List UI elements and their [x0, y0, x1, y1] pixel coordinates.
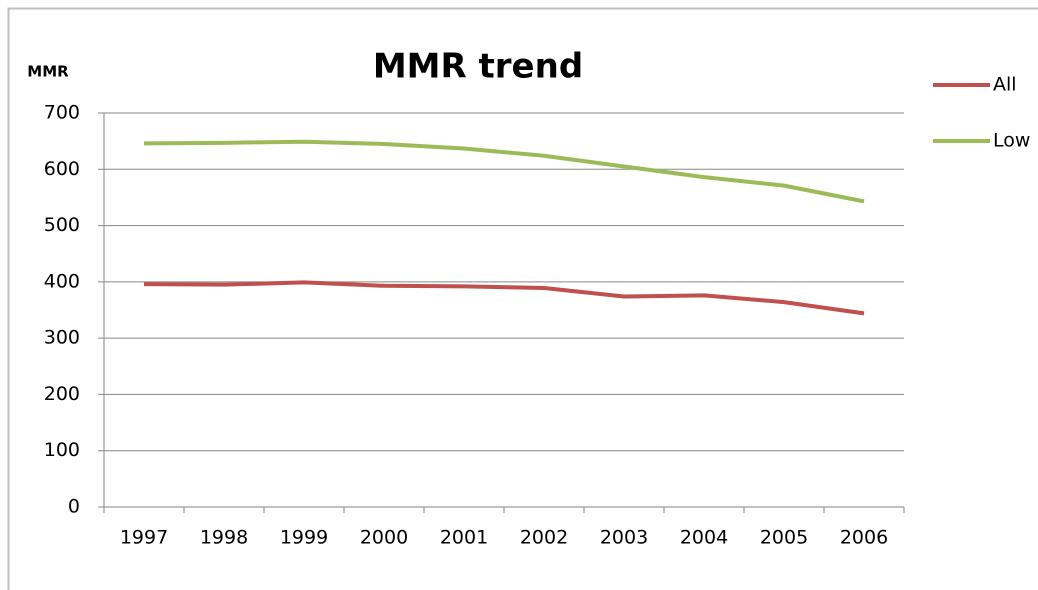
- y-axis-label: MMR: [27, 63, 69, 81]
- legend-label: Low: [993, 130, 1030, 152]
- x-tick-label: 2002: [520, 527, 568, 549]
- y-tick-label: 300: [44, 327, 80, 349]
- x-tick-label: 2006: [840, 527, 888, 549]
- legend-label: All: [993, 74, 1017, 96]
- x-tick-label: 2001: [440, 527, 488, 549]
- x-tick-label: 2004: [680, 527, 728, 549]
- y-tick-label: 200: [44, 383, 80, 405]
- y-tick-label: 100: [44, 439, 80, 461]
- x-tick-label: 2000: [360, 527, 408, 549]
- x-tick-label: 2005: [760, 527, 808, 549]
- x-tick-label: 1999: [280, 527, 328, 549]
- y-tick-label: 400: [44, 270, 80, 292]
- x-tick-label: 1997: [120, 527, 168, 549]
- y-tick-label: 600: [44, 158, 80, 180]
- y-tick-label: 0: [68, 496, 80, 518]
- y-tick-label: 700: [44, 102, 80, 124]
- chart-title: MMR trend: [373, 47, 583, 87]
- line-series: [143, 280, 865, 316]
- y-tick-label: 500: [44, 214, 80, 236]
- chart-frame: [7, 7, 1038, 590]
- x-tick-label: 2003: [600, 527, 648, 549]
- line-series: [143, 139, 865, 204]
- x-tick-label: 1998: [200, 527, 248, 549]
